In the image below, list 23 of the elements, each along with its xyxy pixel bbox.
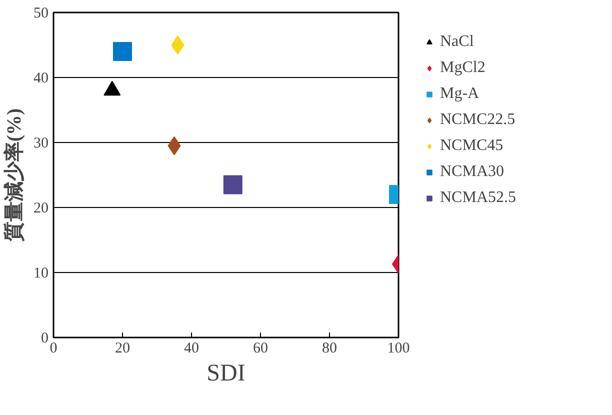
legend-label: NCMC22.5: [440, 111, 516, 129]
legend-label: MgCl2: [440, 59, 486, 77]
y-axis-title: 質量減少率(%): [2, 108, 26, 243]
legend-label: NCMA30: [440, 163, 504, 181]
y-tick-label: 30: [34, 136, 48, 152]
y-tick-label: 20: [34, 200, 48, 216]
x-tick-label: 40: [184, 340, 199, 356]
legend-label: NaCl: [440, 33, 474, 51]
y-tick-label: 0: [41, 330, 48, 346]
y-tick-label: 10: [34, 266, 48, 282]
point: [113, 42, 132, 61]
x-tick-label: 80: [322, 340, 337, 356]
point: [223, 175, 242, 194]
legend-label: NCMC45: [440, 137, 504, 155]
point: [171, 36, 184, 54]
x-tick-label: 20: [115, 340, 130, 356]
x-tick-label: 60: [253, 340, 268, 356]
legend-label: NCMA52.5: [440, 189, 516, 207]
x-axis-title: SDI: [206, 360, 246, 386]
legend-label: Mg-A: [440, 85, 480, 103]
x-tick-label: 100: [387, 340, 410, 356]
y-tick-label: 50: [34, 6, 48, 22]
y-tick-label: 40: [34, 70, 48, 86]
